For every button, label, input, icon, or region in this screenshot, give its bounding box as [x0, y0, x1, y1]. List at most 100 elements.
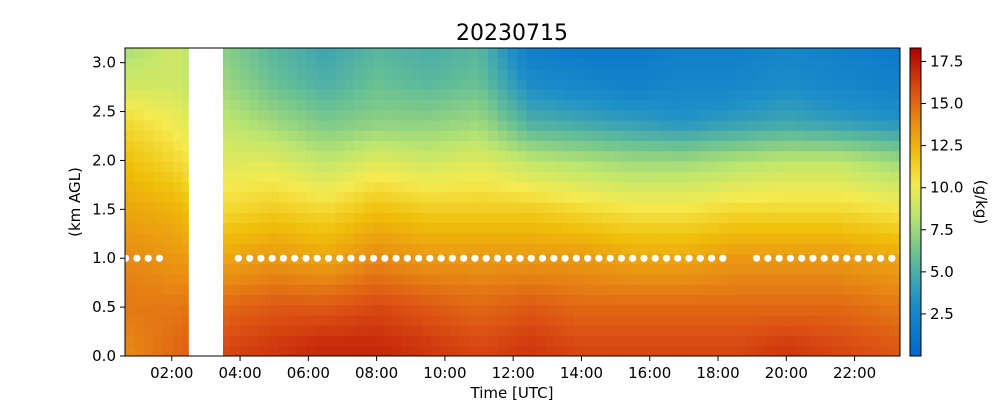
heatmap-cell	[669, 119, 681, 131]
heatmap-cell	[641, 202, 652, 213]
heatmap-cell	[277, 294, 289, 306]
heatmap-cell	[612, 314, 623, 326]
heatmap-cell	[736, 273, 747, 285]
heatmap-cell	[536, 99, 547, 111]
heatmap-cell	[258, 232, 269, 244]
heatmap-cell	[660, 232, 671, 244]
heatmap-cell	[421, 99, 432, 111]
heatmap-cell	[870, 130, 881, 141]
marker-point	[381, 254, 389, 262]
heatmap-cell	[488, 48, 499, 59]
heatmap-cell	[555, 119, 566, 131]
heatmap-cell	[698, 263, 709, 275]
heatmap-cell	[698, 314, 709, 326]
heatmap-cell	[344, 130, 356, 141]
heatmap-cell	[182, 191, 193, 203]
heatmap-cell	[574, 212, 585, 224]
marker-series	[125, 254, 896, 262]
heatmap-cell	[803, 68, 814, 80]
heatmap-cell	[478, 109, 489, 121]
heatmap-cell	[861, 140, 872, 152]
heatmap-cell	[727, 284, 738, 295]
heatmap-cell	[832, 273, 843, 285]
heatmap-cell	[354, 89, 365, 100]
heatmap-cell	[297, 68, 308, 80]
heatmap-cell	[880, 212, 891, 224]
heatmap-cell	[125, 335, 136, 347]
heatmap-cell	[258, 150, 269, 162]
heatmap-cell	[268, 109, 279, 121]
heatmap-cell	[182, 89, 193, 100]
heatmap-cell	[574, 181, 585, 193]
heatmap-cell	[813, 130, 824, 141]
heatmap-cell	[363, 130, 375, 141]
heatmap-cell	[631, 294, 642, 306]
heatmap-cell	[775, 325, 786, 337]
heatmap-cell	[679, 171, 690, 183]
heatmap-cell	[125, 222, 136, 234]
heatmap-cell	[880, 160, 891, 172]
heatmap-cell	[163, 48, 174, 59]
heatmap-cell	[861, 284, 872, 295]
heatmap-cell	[459, 284, 470, 295]
heatmap-cell	[526, 314, 537, 326]
heatmap-cell	[172, 263, 183, 275]
heatmap-cell	[182, 263, 193, 275]
heatmap-cell	[765, 119, 776, 131]
heatmap-cell	[841, 119, 853, 131]
heatmap-cell	[669, 294, 681, 306]
heatmap-cell	[708, 222, 719, 234]
heatmap-cell	[488, 99, 499, 111]
heatmap-cell	[373, 345, 384, 356]
heatmap-cell	[612, 222, 623, 234]
heatmap-cell	[889, 58, 900, 70]
heatmap-cell	[784, 243, 795, 254]
heatmap-cell	[411, 202, 422, 213]
heatmap-cell	[383, 130, 394, 141]
heatmap-cell	[478, 294, 489, 306]
heatmap-cell	[239, 89, 250, 100]
heatmap-cell	[689, 99, 700, 111]
heatmap-cell	[249, 273, 260, 285]
marker-point	[707, 254, 716, 262]
heatmap-cell	[765, 171, 776, 183]
heatmap-cell	[182, 212, 193, 224]
heatmap-cell	[631, 314, 642, 326]
heatmap-cell	[421, 284, 432, 295]
heatmap-cell	[230, 212, 241, 224]
heatmap-cell	[153, 345, 164, 356]
heatmap-cell	[784, 171, 795, 183]
heatmap-cell	[354, 263, 365, 275]
heatmap-cell	[669, 284, 681, 295]
heatmap-cell	[602, 294, 614, 306]
heatmap-cell	[727, 181, 738, 193]
heatmap-cell	[526, 58, 537, 70]
marker-point	[876, 254, 885, 262]
heatmap-cell	[698, 171, 709, 183]
heatmap-cell	[698, 294, 709, 306]
heatmap-cell	[832, 109, 843, 121]
heatmap-cell	[134, 263, 145, 275]
heatmap-cell	[316, 160, 327, 172]
heatmap-cell	[125, 130, 136, 141]
heatmap-cell	[363, 171, 375, 183]
heatmap-cell	[316, 232, 327, 244]
heatmap-cell	[803, 58, 814, 70]
y-tick-label: 2.5	[92, 103, 116, 121]
heatmap-cell	[870, 99, 881, 111]
heatmap-cell	[363, 109, 375, 121]
heatmap-cell	[297, 212, 308, 224]
heatmap-cell	[153, 243, 164, 254]
heatmap-cell	[134, 68, 145, 80]
heatmap-cell	[373, 202, 384, 213]
heatmap-cell	[813, 294, 824, 306]
heatmap-cell	[469, 68, 480, 80]
heatmap-cell	[507, 191, 518, 203]
y-tick-label: 0.5	[92, 298, 116, 316]
heatmap-cell	[497, 243, 508, 254]
heatmap-cell	[507, 48, 518, 59]
heatmap-cell	[784, 273, 795, 285]
heatmap-cell	[698, 191, 709, 203]
heatmap-cell	[469, 150, 480, 162]
heatmap-cell	[612, 58, 623, 70]
